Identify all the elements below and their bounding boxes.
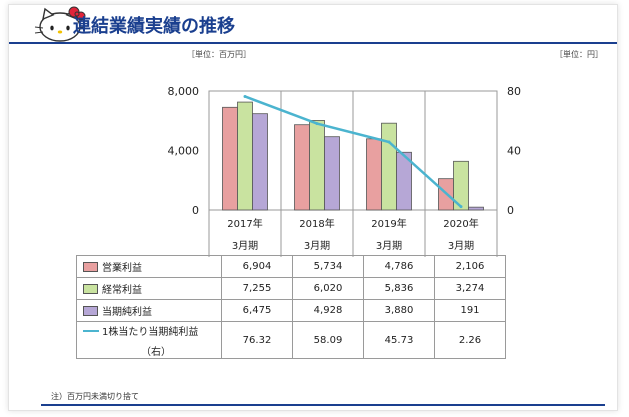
series-label: 1株当たり当期純利益 （右）: [76, 321, 222, 359]
table-cell: 76.32: [221, 321, 293, 359]
legend-swatch: [83, 262, 98, 272]
data-table: 営業利益 6,904 5,734 4,786 2,106 経常利益 7,255 6,020 5,…: [76, 255, 506, 359]
table-cell: 3,274: [434, 277, 506, 300]
series-label: 経常利益: [76, 277, 222, 300]
right-axis-tick: 0: [507, 204, 514, 217]
legend-line-swatch: [83, 329, 99, 332]
table-row: 当期純利益 6,475 4,928 3,880 191: [76, 299, 506, 322]
category-label-period: 3月期: [448, 240, 474, 252]
series-name: 当期純利益: [102, 307, 152, 318]
table-row: 営業利益 6,904 5,734 4,786 2,106: [76, 255, 506, 278]
bar-3: [252, 113, 268, 211]
category-label-period: 3月期: [304, 240, 330, 252]
table-cell: 5,836: [363, 277, 435, 300]
bar-3: [396, 151, 412, 211]
bar-2: [453, 160, 469, 211]
bar-2: [237, 101, 253, 211]
table-cell: 4,928: [292, 299, 364, 322]
table-row: 経常利益 7,255 6,020 5,836 3,274: [76, 277, 506, 300]
left-axis-tick: 0: [192, 204, 199, 217]
bar-1: [294, 124, 310, 211]
series-label: 当期純利益: [76, 299, 222, 322]
table-cell: 5,734: [292, 255, 364, 278]
bar-1: [366, 138, 382, 211]
eps-point: [243, 94, 247, 98]
table-cell: 45.73: [363, 321, 435, 359]
category-label-year: 2019年: [371, 217, 406, 230]
page-title: 連結業績実績の推移: [73, 16, 235, 37]
right-unit-label: ［単位：円］: [555, 50, 603, 59]
table-cell: 2,106: [434, 255, 506, 278]
right-axis-tick: 80: [507, 85, 521, 98]
eps-line: [244, 95, 462, 208]
earnings-chart: 8,000 4,000 0 80 40 0 2017年 3月期 2018年 3月期 2019年 3月期…: [168, 85, 521, 257]
bar-3: [324, 136, 340, 211]
legend-swatch: [83, 306, 98, 316]
series-label: 営業利益: [76, 255, 222, 278]
series-name-suffix: （右）: [141, 346, 171, 358]
series-name: 営業利益: [102, 263, 142, 274]
eps-point: [315, 122, 319, 126]
bar-1: [222, 106, 238, 211]
slide: 連結業績実績の推移 ［単位：百万円］ ［単位：円］ 8,000 4,000 0 80 4…: [8, 4, 618, 411]
series-name: 1株当たり当期純利益: [102, 326, 199, 338]
category-label-period: 3月期: [376, 240, 402, 252]
left-axis-tick: 4,000: [168, 145, 200, 158]
table-cell: 3,880: [363, 299, 435, 322]
eps-point: [459, 205, 463, 209]
category-label-year: 2018年: [299, 217, 334, 230]
bar-3: [468, 206, 484, 211]
category-label-year: 2020年: [443, 217, 478, 230]
table-row: 1株当たり当期純利益 （右） 76.32 58.09 45.73 2.26: [76, 321, 506, 359]
category-label-period: 3月期: [232, 240, 258, 252]
header: 連結業績実績の推移: [9, 5, 617, 45]
table-cell: 58.09: [292, 321, 364, 359]
legend-swatch: [83, 284, 98, 294]
right-axis-tick: 40: [507, 145, 521, 158]
table-cell: 6,904: [221, 255, 293, 278]
hello-kitty-logo: [34, 6, 86, 42]
bar-2: [381, 122, 397, 211]
table-cell: 6,475: [221, 299, 293, 322]
bar-2: [309, 120, 325, 211]
eps-point: [387, 140, 391, 144]
footnote: 注）百万円未満切り捨て: [51, 392, 139, 401]
title-underline: [9, 42, 617, 44]
table-cell: 191: [434, 299, 506, 322]
table-cell: 2.26: [434, 321, 506, 359]
table-cell: 7,255: [221, 277, 293, 300]
category-label-year: 2017年: [227, 217, 262, 230]
left-unit-label: ［単位：百万円］: [187, 50, 251, 59]
table-cell: 6,020: [292, 277, 364, 300]
bottom-rule: [41, 404, 605, 406]
table-cell: 4,786: [363, 255, 435, 278]
series-name: 経常利益: [102, 285, 142, 296]
left-axis-tick: 8,000: [168, 85, 200, 98]
